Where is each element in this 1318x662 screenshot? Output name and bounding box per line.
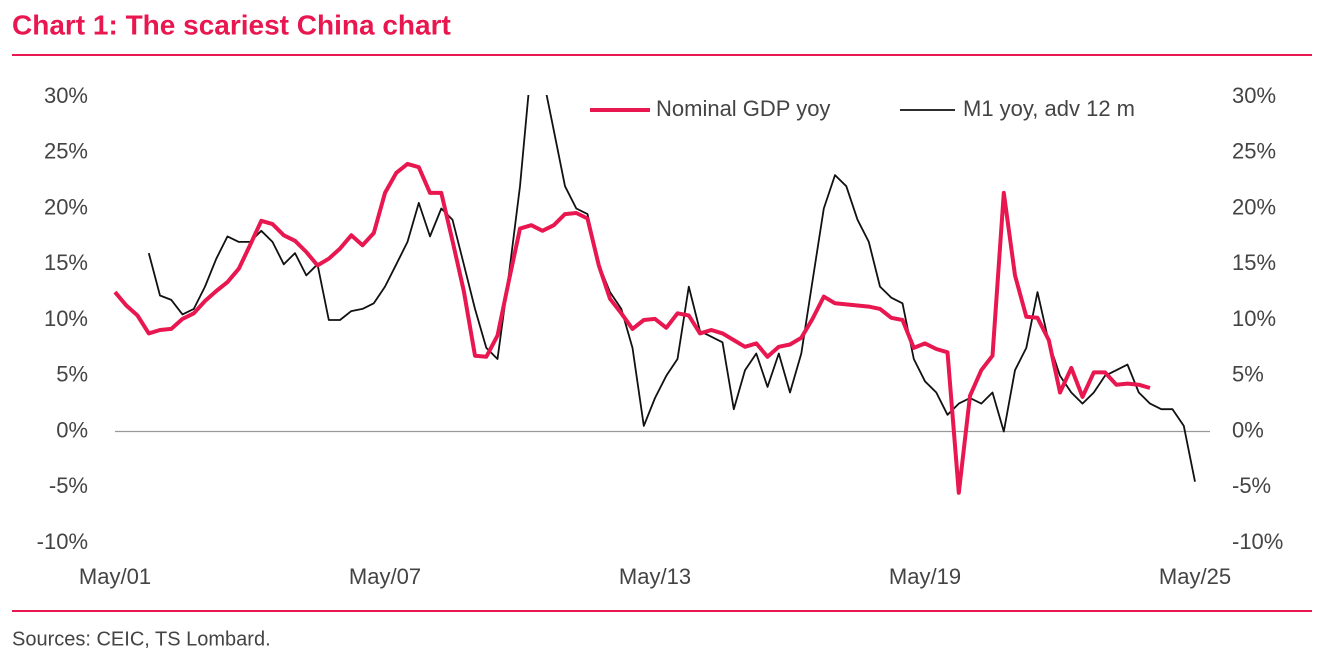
y2-tick-label: 15% bbox=[1232, 250, 1276, 275]
y-tick-label: 0% bbox=[56, 417, 88, 442]
x-tick-label: May/01 bbox=[79, 564, 151, 589]
legend-label: M1 yoy, adv 12 m bbox=[963, 96, 1135, 121]
x-tick-label: May/25 bbox=[1159, 564, 1231, 589]
y-tick-label: 5% bbox=[56, 362, 88, 387]
y2-tick-label: 30% bbox=[1232, 83, 1276, 108]
x-tick-label: May/19 bbox=[889, 564, 961, 589]
legend-label: Nominal GDP yoy bbox=[656, 96, 830, 121]
y2-tick-label: -5% bbox=[1232, 473, 1271, 498]
y2-tick-label: 10% bbox=[1232, 306, 1276, 331]
series-line bbox=[147, 95, 1196, 482]
y-tick-label: 30% bbox=[44, 83, 88, 108]
y-tick-label: 25% bbox=[44, 139, 88, 164]
y-tick-label: 15% bbox=[44, 250, 88, 275]
x-tick-label: May/07 bbox=[349, 564, 421, 589]
series-line bbox=[113, 161, 1151, 495]
y-tick-label: 10% bbox=[44, 306, 88, 331]
y2-tick-label: 20% bbox=[1232, 194, 1276, 219]
x-tick-label: May/13 bbox=[619, 564, 691, 589]
plot-area bbox=[113, 95, 1196, 495]
y2-tick-label: 25% bbox=[1232, 139, 1276, 164]
y-tick-label: 20% bbox=[44, 194, 88, 219]
y-tick-label: -5% bbox=[49, 473, 88, 498]
y-tick-label: -10% bbox=[37, 529, 88, 554]
y2-tick-label: 5% bbox=[1232, 362, 1264, 387]
y2-tick-label: 0% bbox=[1232, 417, 1264, 442]
source-note: Sources: CEIC, TS Lombard. bbox=[12, 628, 271, 650]
chart-title: Chart 1: The scariest China chart bbox=[12, 9, 451, 40]
y2-tick-label: -10% bbox=[1232, 529, 1283, 554]
